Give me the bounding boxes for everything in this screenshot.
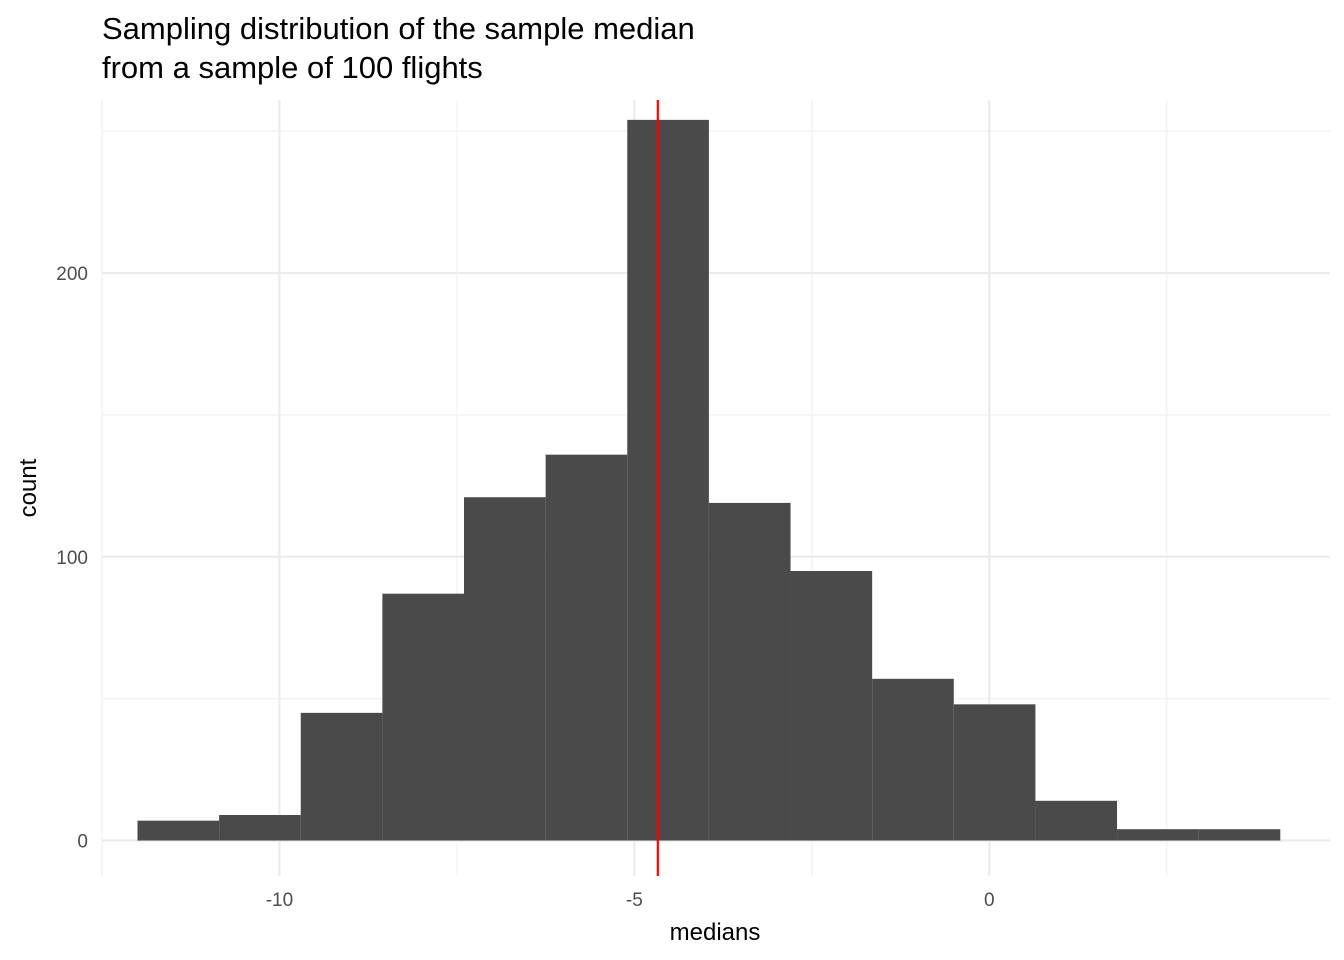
histogram-bar <box>382 593 465 841</box>
y-tick-labels: 0 100 200 <box>56 264 88 852</box>
x-tick-label: 0 <box>984 890 995 911</box>
x-tick-label: -5 <box>626 890 643 911</box>
histogram-bars <box>137 119 1281 841</box>
x-tick-label: -10 <box>266 890 293 911</box>
y-tick-label: 200 <box>56 264 88 285</box>
histogram-bar <box>953 704 1036 841</box>
histogram-bar <box>1117 829 1199 841</box>
y-axis-title: count <box>15 458 42 517</box>
histogram-bar <box>464 497 546 841</box>
chart-title-line-2: from a sample of 100 flights <box>102 50 483 85</box>
histogram-bar <box>708 502 791 841</box>
histogram-bar <box>627 119 709 841</box>
y-tick-label: 0 <box>77 832 88 853</box>
histogram-bar <box>790 570 873 841</box>
histogram-bar <box>219 814 301 841</box>
histogram-bar <box>872 678 954 841</box>
x-tick-labels: -10 -5 0 <box>266 890 995 911</box>
y-tick-label: 100 <box>56 548 88 569</box>
chart-title-line-1: Sampling distribution of the sample medi… <box>102 11 695 46</box>
histogram-bar <box>137 820 220 841</box>
x-axis-title: medians <box>670 919 761 946</box>
histogram-bar <box>1035 800 1118 841</box>
histogram-bar <box>300 712 383 841</box>
histogram-bar <box>545 454 628 841</box>
histogram-bar <box>1198 829 1281 841</box>
